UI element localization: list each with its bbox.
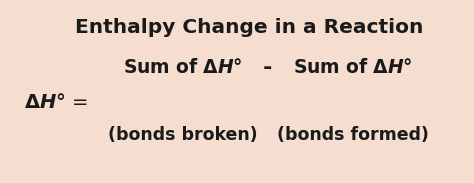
Text: (bonds broken): (bonds broken) — [108, 126, 257, 144]
Text: Enthalpy Change in a Reaction: Enthalpy Change in a Reaction — [75, 18, 423, 37]
Text: $\bf{\Delta}$$\bfit{H}$$\bf{°}$ =: $\bf{\Delta}$$\bfit{H}$$\bf{°}$ = — [24, 93, 87, 112]
Text: $\mathbf{Sum\ of\ \Delta}$$\bfit{H}$$\mathbf{°}$: $\mathbf{Sum\ of\ \Delta}$$\bfit{H}$$\ma… — [123, 58, 242, 77]
Text: (bonds formed): (bonds formed) — [277, 126, 429, 144]
Text: -: - — [263, 58, 273, 78]
Text: $\mathbf{Sum\ of\ \Delta}$$\bfit{H}$$\mathbf{°}$: $\mathbf{Sum\ of\ \Delta}$$\bfit{H}$$\ma… — [293, 58, 413, 77]
